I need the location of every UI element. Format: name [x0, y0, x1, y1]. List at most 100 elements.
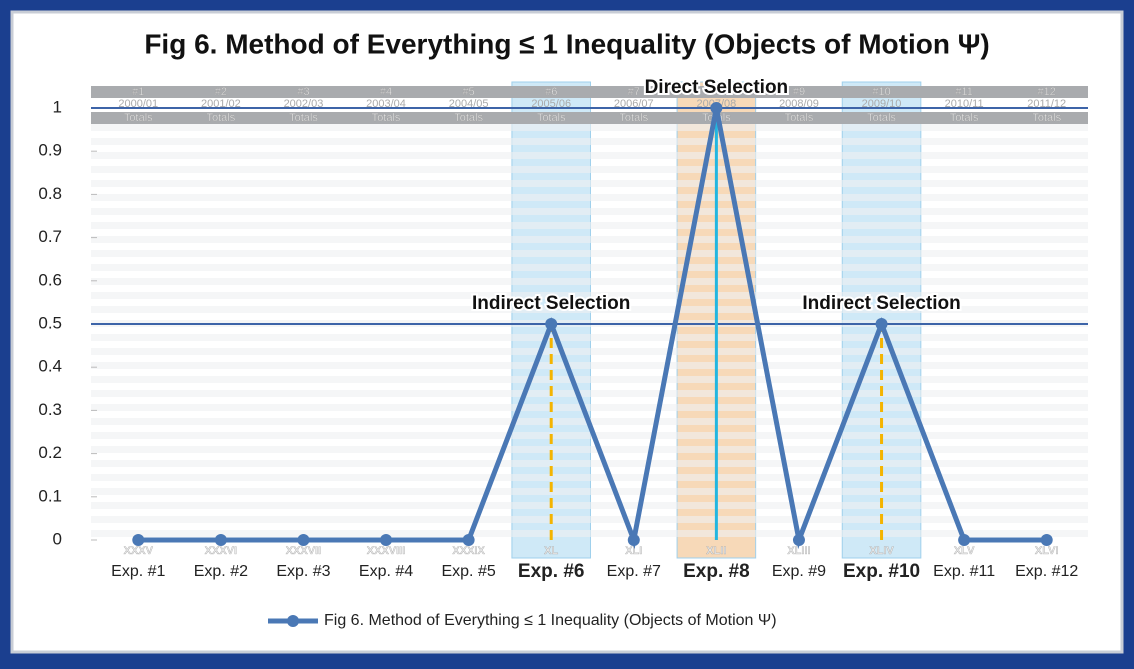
table-cell: #10	[872, 86, 890, 98]
table-cell: XLIV	[869, 545, 894, 557]
y-tick-label: 0.9	[38, 141, 62, 160]
table-stripe	[91, 390, 1088, 397]
y-tick-label: 0.6	[38, 270, 62, 289]
table-stripe	[91, 306, 1088, 313]
table-cell: Totals	[785, 112, 814, 124]
table-stripe	[91, 250, 1088, 257]
table-cell: #11	[955, 86, 973, 98]
series-line	[138, 107, 1047, 550]
point	[297, 534, 310, 546]
table-stripe	[91, 334, 1088, 341]
x-tick-label: Exp. #9	[772, 563, 826, 580]
table-cell: 2002/03	[284, 98, 324, 110]
y-tick-label: 1	[53, 97, 62, 116]
table-stripe	[91, 152, 1088, 159]
table-cell: Totals	[867, 112, 896, 124]
table-cell: #12	[1038, 86, 1056, 98]
table-cell: #3	[297, 86, 309, 98]
x-tick-label: Exp. #11	[933, 563, 995, 580]
table-cell: XLII	[706, 545, 726, 557]
table-stripe	[91, 208, 1088, 215]
table-stripe	[91, 446, 1088, 453]
table-cell: #4	[380, 86, 392, 98]
x-tick-label: Exp. #10	[843, 561, 920, 582]
table-cell: XLIII	[787, 545, 810, 557]
x-tick-label: Exp. #4	[359, 563, 413, 580]
table-cell: 2004/05	[449, 98, 489, 110]
table-cell: Totals	[124, 112, 153, 124]
y-tick-label: 0.4	[38, 357, 62, 376]
y-tick-label: 0.7	[38, 227, 62, 246]
table-stripe	[91, 278, 1088, 285]
x-tick-label: Exp. #7	[607, 563, 661, 580]
table-cell: XXXVI	[205, 545, 237, 557]
table-stripe	[91, 376, 1088, 383]
x-tick-label: Exp. #3	[276, 563, 330, 580]
x-tick-label: Exp. #8	[683, 561, 750, 582]
y-tick-label: 0	[53, 529, 62, 548]
table-stripe	[91, 432, 1088, 439]
point	[875, 318, 888, 330]
annotation: Indirect Selection	[472, 293, 630, 314]
table-cell: XLV	[954, 545, 975, 557]
table-cell: Totals	[1032, 112, 1061, 124]
legend-marker	[287, 615, 299, 627]
table-stripe	[91, 166, 1088, 173]
table-stripe	[91, 222, 1088, 229]
point	[710, 102, 723, 114]
table-stripe	[91, 488, 1088, 495]
table-cell: Totals	[207, 112, 236, 124]
table-cell: Totals	[289, 112, 318, 124]
table-cell: 2003/04	[366, 98, 406, 110]
legend-label: Fig 6. Method of Everything ≤ 1 Inequali…	[324, 612, 777, 629]
table-header	[91, 112, 1088, 124]
table-cell: XXXVIII	[367, 545, 406, 557]
point	[545, 318, 558, 330]
table-cell: 2010/11	[945, 98, 984, 110]
point	[462, 534, 475, 546]
table-cell: 2000/01	[118, 98, 158, 110]
table-stripe	[91, 530, 1088, 537]
table-stripe	[91, 138, 1088, 145]
table-cell: XL	[544, 545, 558, 557]
table-cell: #2	[215, 86, 227, 98]
table-cell: Totals	[372, 112, 401, 124]
table-cell: XXXV	[124, 545, 154, 557]
table-stripe	[91, 194, 1088, 201]
table-stripe	[91, 236, 1088, 243]
table-stripe	[91, 180, 1088, 187]
table-stripe	[91, 404, 1088, 411]
y-tick-label: 0.8	[38, 184, 62, 203]
x-tick-label: Exp. #6	[518, 561, 585, 582]
table-cell: Totals	[454, 112, 483, 124]
table-stripe	[91, 348, 1088, 355]
point	[380, 534, 393, 546]
y-tick-label: 0.1	[38, 486, 62, 505]
point	[132, 534, 145, 546]
x-tick-label: Exp. #1	[111, 563, 165, 580]
table-cell: Totals	[950, 112, 979, 124]
table-cell: 2011/12	[1027, 98, 1066, 110]
table-cell: #9	[793, 86, 805, 98]
table-stripe	[91, 474, 1088, 481]
y-tick-label: 0.3	[38, 400, 62, 419]
table-cell: 2005/06	[531, 98, 571, 110]
table-cell: 2006/07	[614, 98, 654, 110]
table-stripe	[91, 516, 1088, 523]
annotation: Indirect Selection	[802, 293, 960, 314]
y-tick-label: 0.2	[38, 443, 62, 462]
point	[214, 534, 227, 546]
table-cell: XXXIX	[452, 545, 485, 557]
point	[792, 534, 805, 546]
annotation: Direct Selection	[645, 77, 789, 98]
table-stripe	[91, 264, 1088, 271]
table-header	[91, 86, 1088, 98]
x-tick-label: Exp. #12	[1015, 563, 1078, 580]
table-cell: 2009/10	[862, 98, 902, 110]
table-stripe	[91, 124, 1088, 131]
x-tick-label: Exp. #2	[194, 563, 248, 580]
table-cell: #1	[132, 86, 144, 98]
table-cell: #5	[463, 86, 475, 98]
table-cell: XXXVII	[286, 545, 321, 557]
point	[627, 534, 640, 546]
